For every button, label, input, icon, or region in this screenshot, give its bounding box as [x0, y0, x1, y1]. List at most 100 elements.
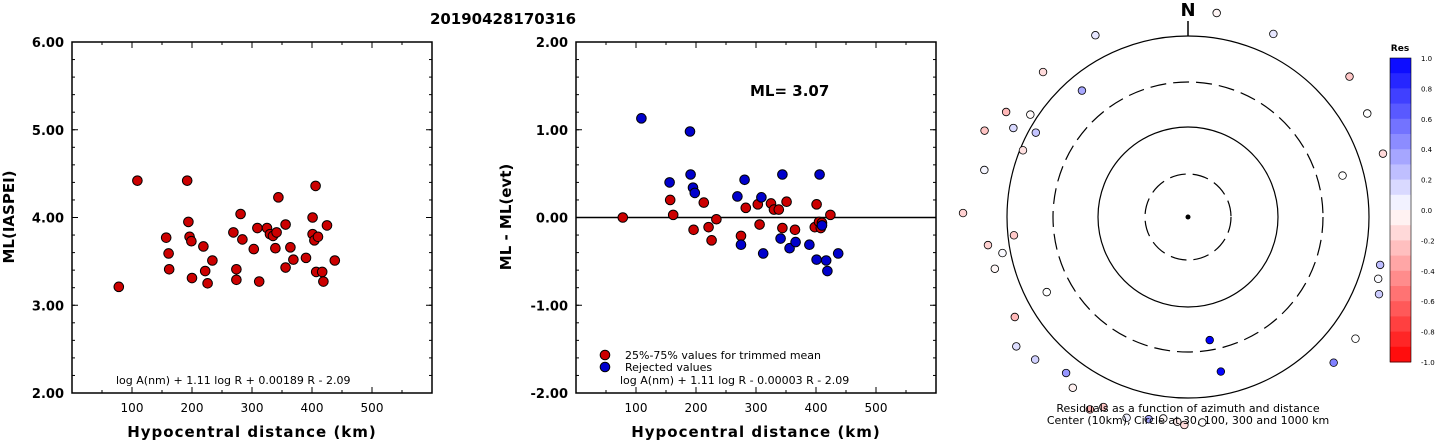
data-point: [777, 169, 788, 180]
colorbar-tick-label: 0.8: [1421, 85, 1432, 93]
data-point: [186, 235, 197, 247]
colorbar-tick-label: 0.0: [1421, 207, 1432, 215]
ring-100km: [1097, 126, 1279, 308]
data-point: [811, 199, 822, 210]
data-point: [312, 231, 324, 243]
data-point: [664, 194, 676, 206]
center-dot: [1185, 214, 1191, 220]
x-tick-label: 500: [865, 401, 888, 415]
ml-residual-panel: 100 200 300 400 500 -2.00 -1.00 0.00 1.00 2.00 ML…: [497, 36, 937, 441]
data-points: [617, 113, 844, 277]
data-point: [285, 242, 296, 253]
y-axis-label: ML - ML(evt): [497, 164, 515, 270]
data-point: [132, 175, 143, 186]
data-point: [735, 230, 747, 242]
residual-point: [1329, 358, 1338, 367]
residual-point: [1338, 171, 1347, 180]
colorbar-tick-label: 1.0: [1421, 55, 1432, 63]
event-id-title: 20190428170316: [430, 10, 576, 28]
data-point: [163, 263, 175, 275]
colorbar-tick-label: -0.4: [1421, 268, 1435, 276]
residual-point: [1363, 109, 1372, 118]
residual-point: [980, 165, 989, 175]
residual-point: [958, 208, 968, 218]
residual-point: [1091, 31, 1100, 40]
data-point: [822, 265, 833, 277]
residual-point: [1042, 287, 1051, 297]
residual-point: [1030, 355, 1040, 364]
residual-point: [1159, 414, 1168, 423]
colorbar-tick-label: -1.0: [1421, 359, 1435, 367]
residual-point: [1038, 67, 1048, 77]
data-point: [316, 266, 328, 278]
residual-point: [983, 240, 993, 250]
data-point: [740, 202, 752, 214]
data-point: [735, 239, 747, 251]
data-point: [202, 278, 213, 289]
colorbar-cell: [1390, 301, 1411, 317]
y-tick-label: 4.00: [32, 212, 64, 227]
data-point: [685, 169, 696, 180]
data-point: [703, 221, 714, 233]
x-tick-label: 400: [301, 401, 324, 415]
colorbar-cells: [1389, 57, 1412, 363]
residual-point: [1001, 107, 1011, 117]
colorbar-cell: [1390, 331, 1411, 348]
data-point: [804, 239, 815, 251]
legend-marker-rejected: [599, 361, 611, 373]
data-point: [231, 263, 242, 275]
ml-iaspei-panel: 100 200 300 400 500 2.00 3.00 4.00 5.00 6.00 ML(I…: [0, 36, 433, 441]
residual-point: [1099, 402, 1108, 412]
colorbar-cell: [1390, 194, 1411, 211]
data-point: [636, 113, 647, 124]
residual-point: [1009, 123, 1018, 133]
residual-point: [1122, 413, 1131, 423]
x-tick-label: 400: [805, 401, 828, 415]
data-point: [773, 204, 785, 215]
residual-point: [1212, 8, 1221, 18]
data-point: [754, 219, 765, 230]
residual-point: [1180, 420, 1189, 430]
data-point: [789, 224, 801, 236]
data-point: [667, 209, 679, 221]
residual-point: [1205, 335, 1214, 345]
residual-point: [1009, 231, 1019, 240]
x-tick-label: 100: [625, 401, 648, 415]
data-point: [300, 252, 312, 264]
colorbar-cell: [1390, 210, 1411, 226]
colorbar-cell: [1390, 134, 1411, 150]
colorbar-cell: [1390, 316, 1411, 333]
colorbar-title: Res: [1391, 44, 1409, 54]
colorbar-tick-label: -0.8: [1421, 329, 1435, 337]
data-point: [318, 276, 329, 287]
x-axis-label: Hypocentral distance (km): [631, 423, 881, 441]
colorbar-cell: [1390, 73, 1411, 89]
data-point: [688, 224, 699, 236]
data-point: [684, 126, 696, 137]
data-point: [231, 274, 242, 286]
data-point: [248, 243, 260, 255]
data-point: [288, 254, 299, 265]
residual-point: [1085, 405, 1095, 414]
residual-point: [998, 248, 1007, 258]
ring-1000km: [1006, 35, 1370, 399]
colorbar-frame: [1389, 57, 1412, 363]
data-point: [160, 232, 172, 243]
colorbar-cell: [1390, 286, 1411, 302]
y-tick-label: -2.00: [531, 387, 568, 402]
residual-point: [1374, 274, 1383, 284]
residual-point: [1012, 342, 1021, 351]
residual-point: [1026, 110, 1035, 119]
formula-label: log A(nm) + 1.11 log R - 0.00003 R - 2.0…: [620, 374, 849, 387]
data-points: [113, 175, 341, 293]
legend-marker-trimmed: [599, 349, 611, 361]
y-tick-label: 0.00: [536, 212, 568, 227]
data-point: [252, 222, 263, 234]
residual-point: [1061, 368, 1071, 378]
x-tick-label: 100: [121, 401, 144, 415]
residual-point: [990, 264, 1000, 273]
plot-frame: [71, 41, 433, 394]
x-tick-label: 200: [685, 401, 708, 415]
colorbar-cell: [1390, 149, 1411, 165]
data-point: [321, 220, 333, 231]
